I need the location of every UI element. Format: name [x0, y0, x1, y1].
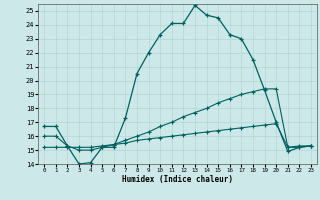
X-axis label: Humidex (Indice chaleur): Humidex (Indice chaleur) [122, 175, 233, 184]
